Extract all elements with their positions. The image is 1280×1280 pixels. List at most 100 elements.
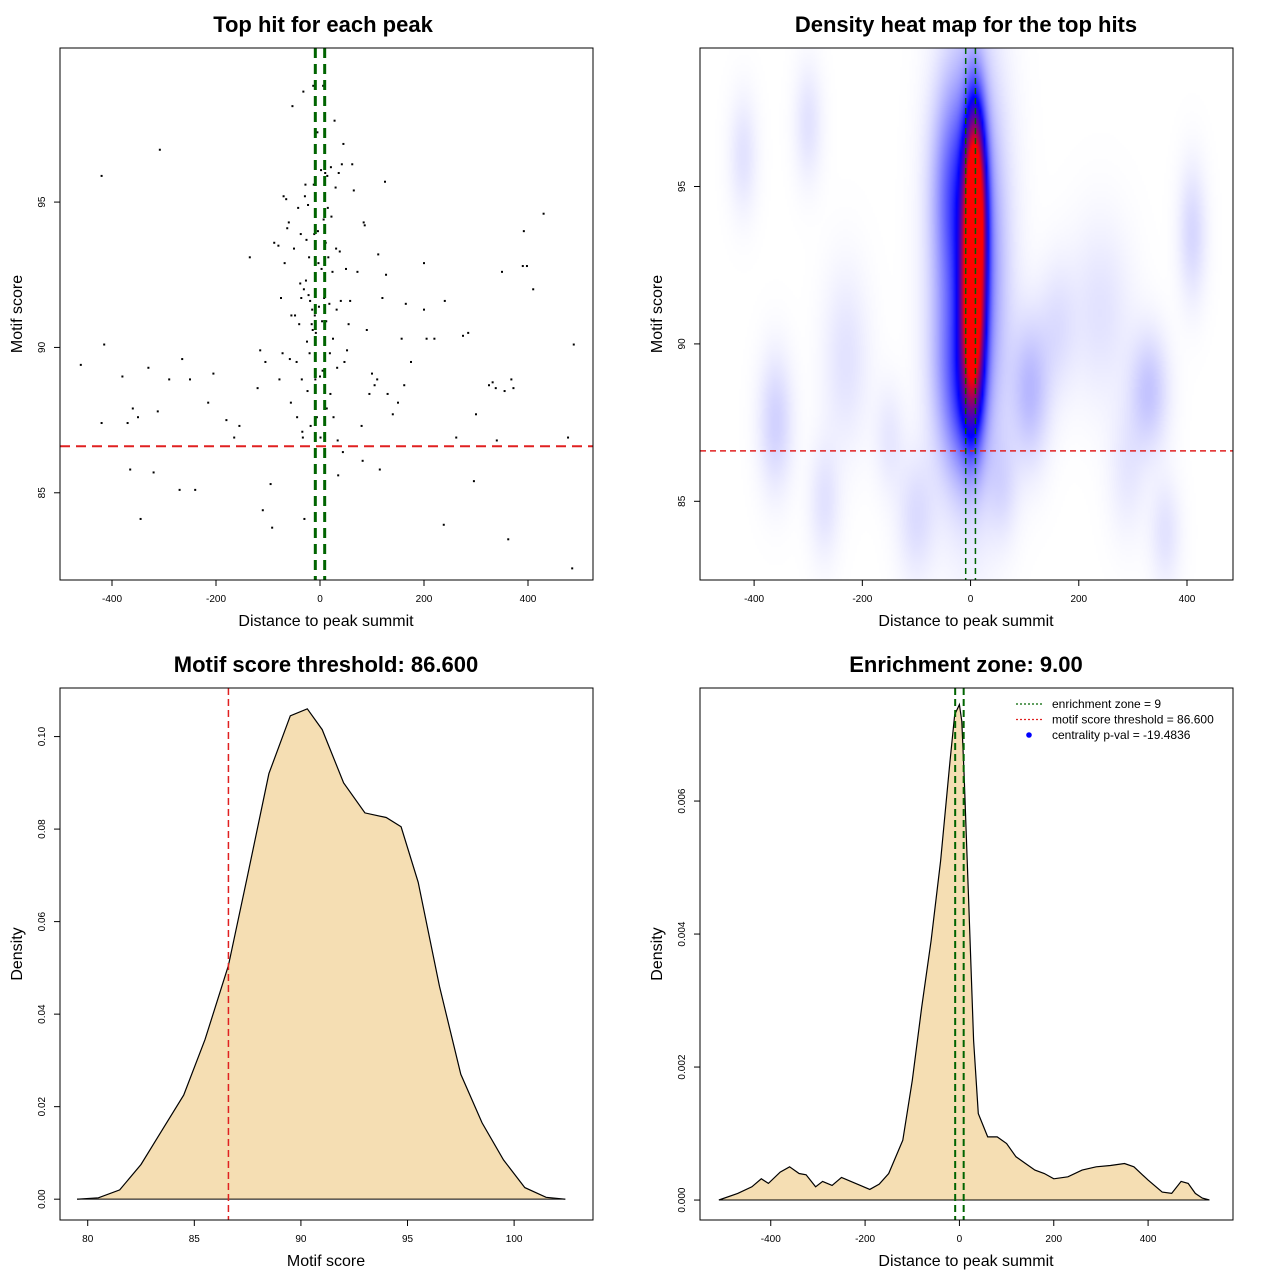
data-point — [326, 174, 329, 177]
data-point — [322, 84, 325, 87]
marks-group — [700, 48, 1233, 580]
data-point — [462, 334, 464, 337]
chart-title: Enrichment zone: 9.00 — [849, 652, 1083, 677]
data-point — [290, 314, 293, 317]
data-point — [386, 392, 389, 395]
data-point — [328, 302, 331, 305]
data-point — [299, 233, 302, 236]
data-point — [313, 233, 316, 236]
legend: enrichment zone = 9 motif score threshold… — [1016, 697, 1214, 742]
data-point — [313, 314, 316, 317]
data-point — [510, 378, 513, 381]
data-point — [302, 90, 305, 93]
density-line — [718, 702, 1210, 1201]
data-point — [283, 262, 286, 265]
data-point — [296, 416, 299, 419]
data-point — [311, 328, 314, 331]
y-tick-label: 0.002 — [677, 1054, 688, 1079]
data-point — [308, 352, 311, 355]
data-point — [300, 297, 303, 300]
y-tick-label: 0.10 — [37, 726, 48, 746]
data-point — [567, 436, 570, 439]
data-point — [307, 294, 310, 297]
data-point — [455, 436, 458, 439]
data-point — [100, 422, 103, 425]
data-point — [295, 360, 298, 363]
data-point — [314, 331, 317, 334]
data-point — [147, 366, 150, 369]
x-tick-label: -200 — [855, 1234, 875, 1245]
data-point — [189, 378, 191, 381]
data-point — [335, 308, 338, 311]
data-point — [316, 230, 319, 233]
data-point — [356, 270, 359, 273]
data-point — [320, 267, 323, 270]
data-point — [294, 314, 297, 317]
data-point — [308, 256, 311, 259]
data-point — [100, 174, 103, 177]
x-tick-label: 0 — [957, 1234, 963, 1245]
data-point — [324, 172, 327, 175]
chart-title: Motif score threshold: 86.600 — [174, 652, 478, 677]
data-point — [261, 509, 264, 512]
data-point — [507, 538, 510, 541]
x-tick-label: 80 — [82, 1234, 94, 1245]
panel-top-hit-scatter: Top hit for each peak -400 -200 0 200 400 85 9… — [9, 12, 594, 630]
data-point — [307, 203, 310, 206]
data-point — [512, 387, 515, 390]
x-tick-label: 100 — [506, 1234, 523, 1245]
data-point — [259, 349, 262, 352]
data-point — [304, 183, 307, 186]
data-point — [377, 253, 380, 256]
x-tick-label: 90 — [295, 1234, 307, 1245]
x-tick-label: 400 — [1179, 594, 1196, 605]
data-point — [306, 390, 309, 393]
legend-label: motif score threshold = 86.600 — [1052, 713, 1214, 727]
data-point — [317, 305, 320, 308]
data-point — [312, 84, 315, 87]
chart-title: Density heat map for the top hits — [795, 12, 1137, 37]
data-point — [168, 378, 171, 381]
data-point — [293, 247, 295, 250]
data-point — [300, 378, 303, 381]
data-point — [410, 360, 412, 363]
data-point — [330, 215, 333, 218]
data-point — [442, 523, 445, 526]
y-axis-label: Motif score — [649, 275, 666, 353]
tick-group: -400 -200 0 200 400 0.000 0.002 0.004 0.006 — [677, 788, 1157, 1245]
data-point — [181, 358, 184, 361]
data-point — [320, 169, 323, 172]
x-tick-label: 95 — [402, 1234, 414, 1245]
data-point — [572, 343, 575, 346]
data-point — [376, 378, 379, 381]
data-point — [341, 451, 344, 454]
data-point — [332, 416, 335, 419]
tick-group: 80 85 90 95 100 0.00 0.02 0.04 0.06 0.08 0.10 — [37, 726, 523, 1245]
data-point — [522, 230, 525, 233]
data-point — [194, 488, 197, 491]
chart-title: Top hit for each peak — [213, 12, 433, 37]
data-point — [321, 369, 324, 372]
data-point — [571, 567, 574, 570]
data-point — [443, 299, 446, 302]
data-point — [103, 343, 106, 346]
plot-frame — [699, 687, 1234, 1221]
data-point — [362, 221, 365, 224]
data-point — [423, 262, 425, 265]
data-point — [131, 407, 134, 410]
data-point — [326, 206, 329, 209]
data-point — [343, 360, 346, 363]
y-tick-label: 90 — [37, 341, 48, 353]
y-axis-label: Density — [649, 927, 666, 980]
y-tick-label: 0.06 — [37, 911, 48, 931]
data-point — [332, 337, 334, 340]
data-point — [299, 282, 302, 285]
plot-frame — [59, 687, 594, 1221]
legend-label: centrality p-val = -19.4836 — [1052, 728, 1191, 742]
y-tick-label: 0.00 — [37, 1189, 48, 1209]
data-point — [126, 422, 129, 425]
y-tick-label: 0.08 — [37, 819, 48, 839]
data-point — [156, 410, 159, 413]
panel-density-heatmap: Density heat map for the top hits -400 -2… — [649, 12, 1234, 630]
heatmap-image — [700, 48, 1233, 580]
